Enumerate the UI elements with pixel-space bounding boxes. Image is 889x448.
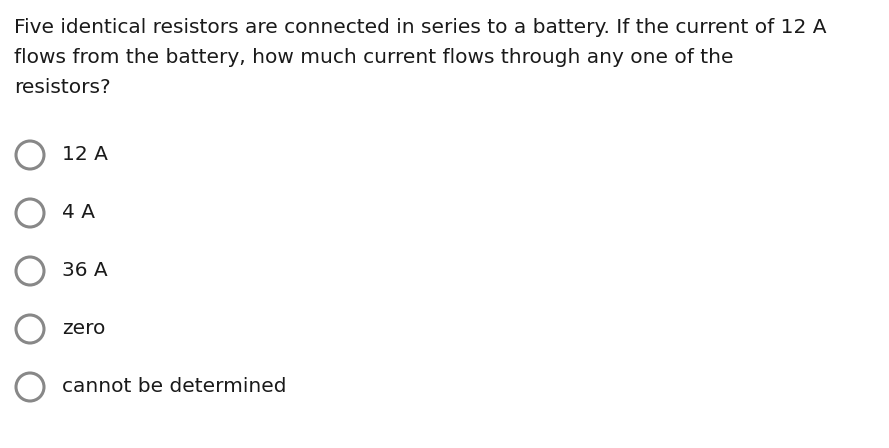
Text: Five identical resistors are connected in series to a battery. If the current of: Five identical resistors are connected i… bbox=[14, 18, 827, 37]
Text: flows from the battery, how much current flows through any one of the: flows from the battery, how much current… bbox=[14, 48, 733, 67]
Text: cannot be determined: cannot be determined bbox=[62, 378, 286, 396]
Text: 4 A: 4 A bbox=[62, 203, 95, 223]
Text: resistors?: resistors? bbox=[14, 78, 110, 97]
Text: 36 A: 36 A bbox=[62, 262, 108, 280]
Text: 12 A: 12 A bbox=[62, 146, 108, 164]
Text: zero: zero bbox=[62, 319, 106, 339]
